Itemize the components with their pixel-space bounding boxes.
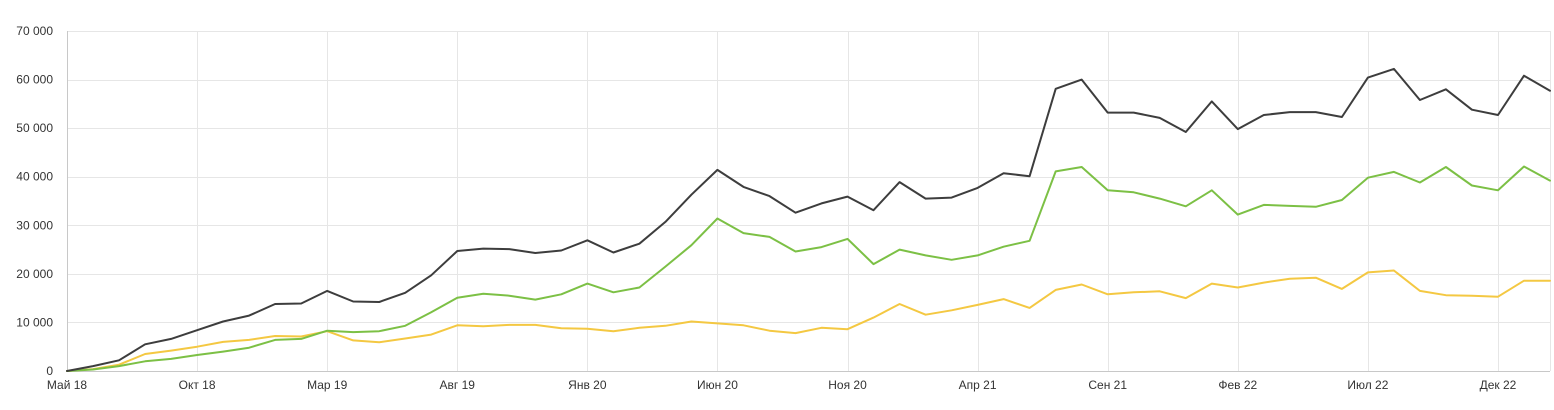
y-tick-label: 50 000 [16, 121, 53, 135]
y-tick-label: 30 000 [16, 218, 53, 232]
x-tick-label: Фев 22 [1218, 378, 1257, 392]
x-tick-label: Мар 19 [307, 378, 347, 392]
series-line-1 [66, 67, 1551, 372]
y-tick-label: 70 000 [16, 24, 53, 38]
x-tick-label: Июл 22 [1347, 378, 1388, 392]
series-layer [66, 67, 1551, 372]
x-tick-label: Янв 20 [568, 378, 607, 392]
y-tick-label: 60 000 [16, 73, 53, 87]
x-tick-label: Ноя 20 [828, 378, 867, 392]
series-line-3 [66, 269, 1551, 372]
x-tick-label: Дек 22 [1480, 378, 1517, 392]
grid-layer [67, 31, 1551, 371]
y-tick-label: 40 000 [16, 170, 53, 184]
x-tick-label: Сен 21 [1088, 378, 1127, 392]
y-tick-label: 20 000 [16, 267, 53, 281]
axis-layer [67, 31, 1550, 372]
y-tick-label: 10 000 [16, 315, 53, 329]
x-tick-label: Май 18 [47, 378, 88, 392]
series-line-2 [66, 165, 1551, 372]
x-tick-label: Июн 20 [697, 378, 738, 392]
x-tick-label: Апр 21 [959, 378, 997, 392]
x-tick-label: Окт 18 [179, 378, 216, 392]
tick-label-layer: 0 10 000 20 000 30 000 40 000 50 000 60 000 70 … [16, 24, 1516, 392]
y-tick-label: 0 [46, 364, 53, 378]
x-tick-label: Авг 19 [440, 378, 476, 392]
